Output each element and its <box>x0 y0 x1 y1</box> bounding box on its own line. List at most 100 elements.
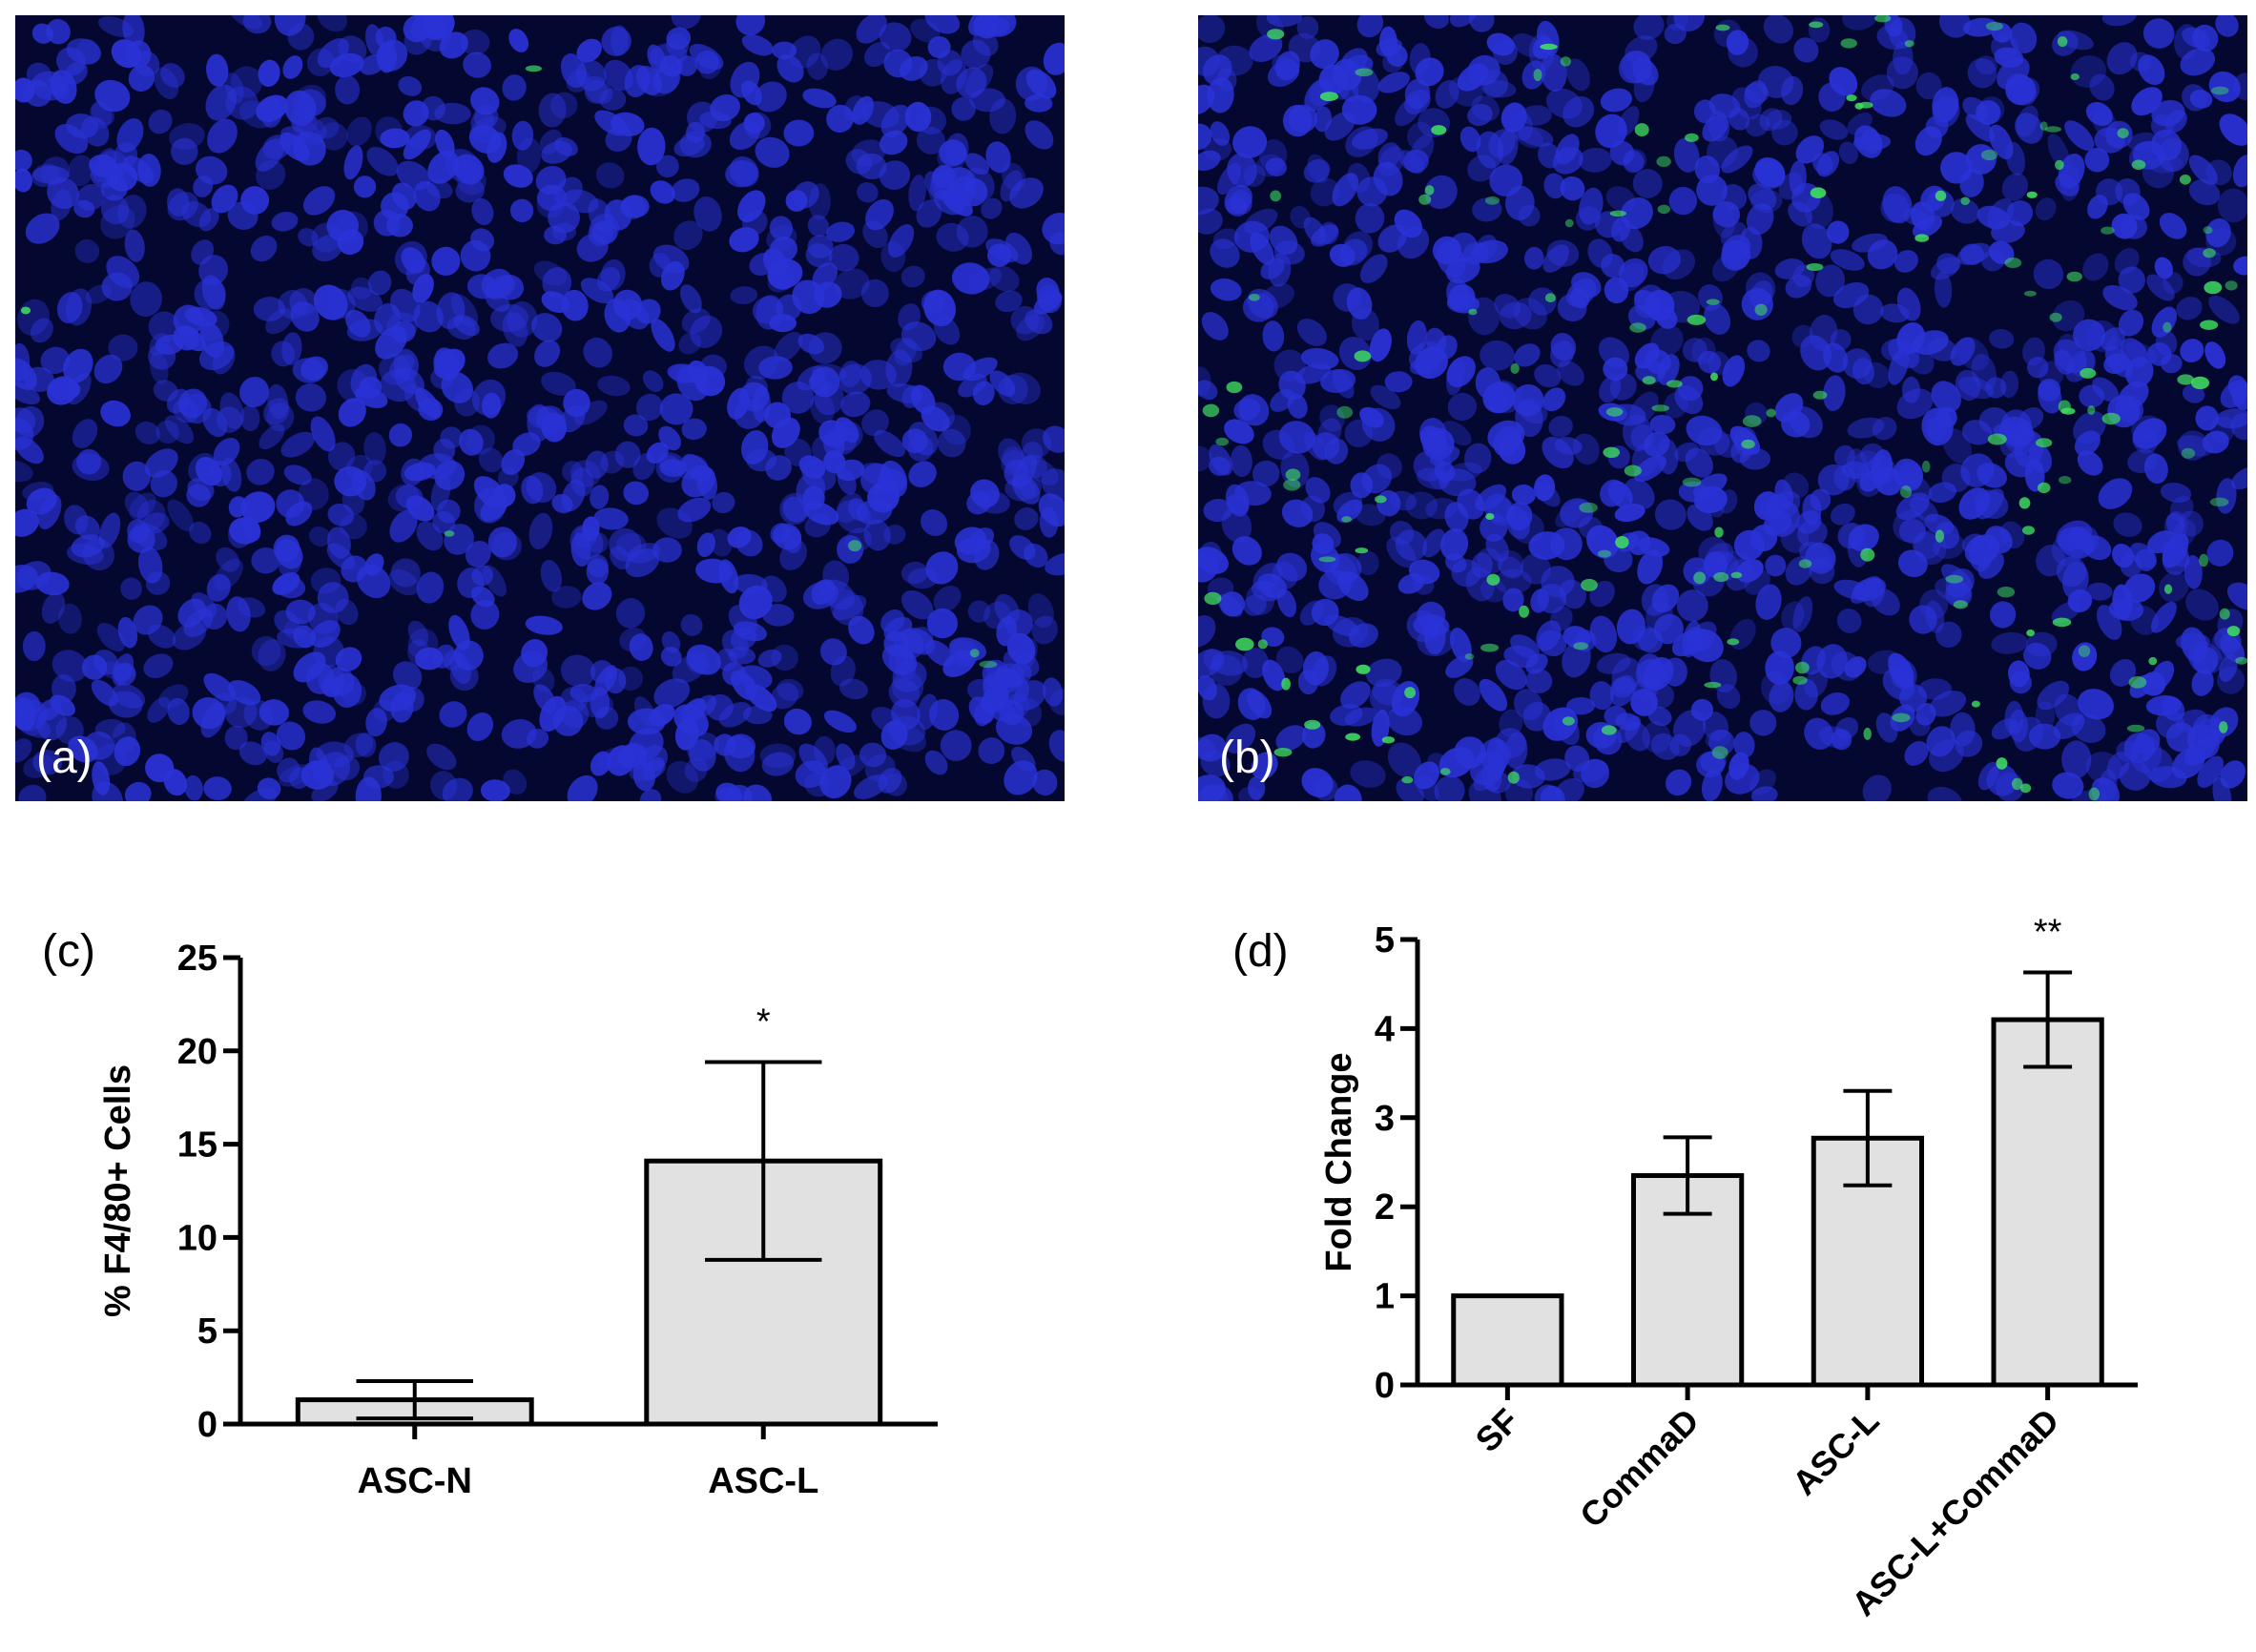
nucleus <box>465 541 491 568</box>
nucleus <box>1413 575 1435 595</box>
nucleus <box>114 662 136 686</box>
nucleus <box>900 561 929 585</box>
nucleus <box>149 333 171 357</box>
nucleus <box>886 382 923 403</box>
nucleus <box>1356 550 1379 576</box>
nucleus <box>127 526 155 553</box>
green-stain-spot <box>1235 637 1254 651</box>
nucleus <box>623 414 649 437</box>
nucleus <box>781 382 815 414</box>
nucleus <box>1962 96 1990 121</box>
panel-label-b: (b) <box>1219 733 1275 783</box>
green-stain-spot <box>2126 724 2145 733</box>
nucleus <box>1041 468 1065 501</box>
green-stain-spot <box>1540 43 1558 51</box>
nucleus <box>226 596 251 632</box>
nucleus <box>878 768 902 794</box>
nucleus <box>694 365 726 397</box>
nucleus <box>2038 378 2061 402</box>
nucleus <box>274 15 306 36</box>
nucleus <box>1818 82 1846 112</box>
nucleus <box>1498 556 1523 579</box>
green-stain-spot <box>1727 638 1740 646</box>
nucleus <box>859 360 897 390</box>
green-stain-spot <box>2066 271 2082 282</box>
nucleus <box>391 182 417 210</box>
nucleus <box>681 465 715 498</box>
nucleus <box>1468 779 1502 801</box>
nucleus <box>674 718 699 751</box>
nucleus <box>1004 372 1041 404</box>
nucleus <box>1950 337 1976 366</box>
nucleus <box>921 405 950 432</box>
nucleus <box>1434 775 1465 801</box>
nucleus <box>1912 531 1941 560</box>
nucleus <box>302 186 336 216</box>
nucleus <box>611 112 645 136</box>
nucleus <box>789 35 821 69</box>
nucleus <box>1634 342 1660 369</box>
nucleus <box>1211 650 1249 676</box>
x-tick-label: ASC-L <box>1785 1401 1887 1503</box>
nucleus <box>656 155 679 178</box>
nucleus <box>15 460 33 483</box>
nucleus <box>567 774 598 801</box>
nucleus <box>1386 44 1408 67</box>
nucleus <box>32 165 70 184</box>
nucleus <box>1031 615 1058 645</box>
nucleus <box>1324 614 1360 637</box>
nucleus <box>1926 726 1956 757</box>
nucleus <box>97 16 135 38</box>
nucleus <box>276 489 305 519</box>
green-stain-spot <box>2004 258 2022 268</box>
nucleus <box>919 58 947 87</box>
nucleus <box>116 195 147 229</box>
nucleus <box>1984 526 2013 554</box>
nucleus <box>680 613 703 636</box>
nucleus <box>15 149 32 172</box>
green-stain-spot <box>1985 21 2003 31</box>
nucleus <box>191 239 215 265</box>
nucleus <box>802 88 837 109</box>
nucleus <box>230 66 263 98</box>
nucleus <box>227 679 261 706</box>
green-stain-spot <box>1507 771 1520 784</box>
nucleus <box>2151 306 2178 338</box>
nucleus <box>2009 22 2038 53</box>
nucleus <box>689 739 716 772</box>
nucleus <box>436 499 461 524</box>
nucleus <box>819 638 847 666</box>
nucleus <box>956 216 988 248</box>
nucleus <box>1830 249 1865 271</box>
nucleus <box>1534 474 1556 502</box>
nucleus <box>1986 764 2018 796</box>
nucleus <box>1273 349 1306 382</box>
nucleus <box>485 275 516 300</box>
nucleus <box>290 301 320 332</box>
green-stain-spot <box>1579 502 1598 513</box>
nucleus <box>1542 387 1566 412</box>
nucleus <box>540 560 563 592</box>
nucleus <box>1668 186 1698 216</box>
nucleus <box>30 318 53 343</box>
nucleus <box>470 600 500 630</box>
nucleus <box>651 319 675 352</box>
nucleus <box>2052 299 2085 332</box>
nucleus <box>1686 415 1723 446</box>
nucleus <box>629 633 653 661</box>
nucleus <box>1523 246 1544 270</box>
nucleus <box>51 189 72 220</box>
nucleus <box>1198 733 1227 762</box>
nucleus <box>1296 319 1327 346</box>
nucleus <box>839 361 862 388</box>
nucleus <box>575 59 607 92</box>
nucleus <box>1817 464 1850 496</box>
significance-marker: ** <box>2034 913 2062 953</box>
nucleus <box>493 484 516 507</box>
nucleus <box>1579 187 1604 225</box>
nucleus <box>583 337 612 368</box>
nucleus <box>300 356 328 382</box>
nucleus <box>861 409 889 437</box>
nucleus <box>1407 121 1433 150</box>
nucleus <box>818 420 847 447</box>
